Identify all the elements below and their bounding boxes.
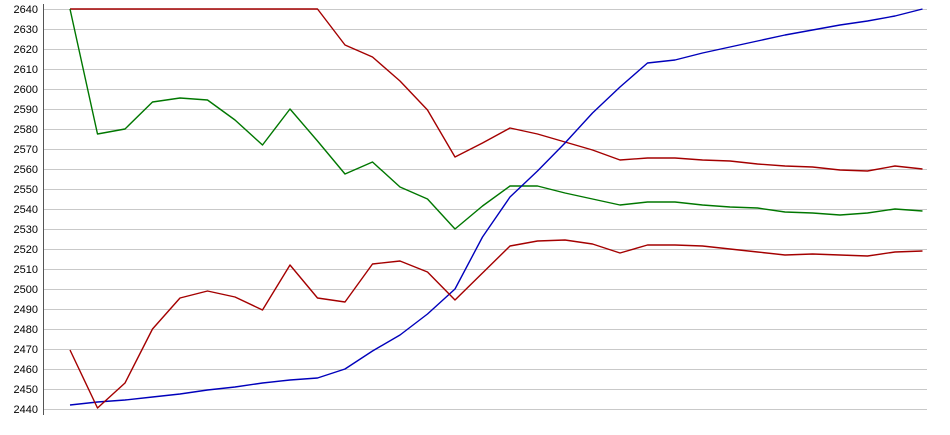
y-axis-tick-label: 2620 [14, 44, 38, 56]
series-green-line [69, 8, 923, 230]
y-axis-tick-label: 2460 [14, 364, 38, 376]
y-axis-tick-label: 2490 [14, 304, 38, 316]
gridlines [43, 9, 927, 410]
y-axis-tick-label: 2480 [14, 324, 38, 336]
data-series [69, 8, 923, 409]
y-axis-tick-label: 2510 [14, 264, 38, 276]
y-axis-tick-label: 2530 [14, 224, 38, 236]
y-axis-tick-label: 2610 [14, 64, 38, 76]
y-axis-tick-label: 2600 [14, 84, 38, 96]
y-axis-tick-label: 2440 [14, 404, 38, 416]
y-axis-tick-label: 2470 [14, 344, 38, 356]
y-axis-tick-label: 2580 [14, 124, 38, 136]
y-axis-tick-label: 2590 [14, 104, 38, 116]
series-red-upper-line [70, 8, 923, 172]
y-axis-tick-label: 2560 [14, 164, 38, 176]
y-axis-tick-label: 2630 [14, 24, 38, 36]
y-axis-tick-label: 2550 [14, 184, 38, 196]
y-axis-tick-label: 2540 [14, 204, 38, 216]
y-axis-tick-label: 2640 [14, 4, 38, 16]
y-axis-tick-labels: 2640 2630 2620 2610 2600 2590 2580 2570 2560 2550… [14, 4, 38, 416]
series-red-lower-line [69, 239, 923, 409]
y-axis-tick-label: 2450 [14, 384, 38, 396]
y-axis-tick-label: 2520 [14, 244, 38, 256]
y-axis-tick-label: 2570 [14, 144, 38, 156]
y-axis-tick-label: 2500 [14, 284, 38, 296]
series-blue-line [69, 8, 923, 406]
